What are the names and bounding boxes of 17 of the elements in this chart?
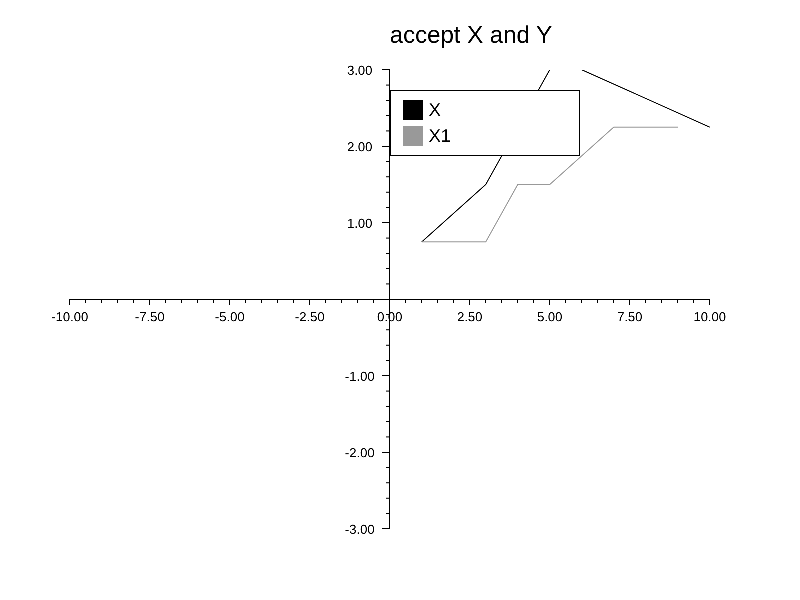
chart-title: accept X and Y — [390, 22, 552, 50]
x-tick-label: 2.50 — [457, 310, 483, 324]
x-tick-label: 10.00 — [694, 310, 726, 324]
y-tick-label: -2.00 — [345, 446, 375, 460]
legend-label: X1 — [429, 126, 452, 146]
x-tick-label: 7.50 — [617, 310, 643, 324]
y-tick-label: -3.00 — [345, 522, 375, 537]
x-tick-label: -2.50 — [295, 310, 325, 324]
y-tick-label: -1.00 — [345, 369, 375, 384]
y-tick-label: 3.00 — [347, 63, 373, 78]
x-tick-label: -5.00 — [215, 310, 245, 324]
y-tick-label: 1.00 — [347, 216, 373, 231]
y-tick-label: 2.00 — [347, 140, 373, 154]
x-tick-label: -7.50 — [135, 310, 165, 324]
x-tick-label: 5.00 — [537, 310, 563, 324]
x-tick-label: -10.00 — [52, 310, 88, 324]
legend-label: X — [429, 100, 442, 120]
